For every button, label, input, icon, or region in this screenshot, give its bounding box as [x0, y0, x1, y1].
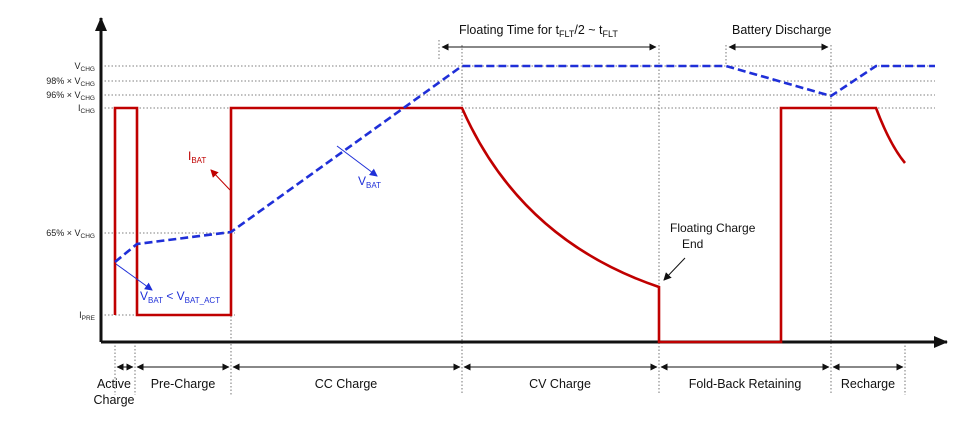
phase-label-recharge: Recharge	[841, 377, 895, 391]
y-label-65pct: 65% × VCHG	[46, 228, 95, 240]
vbat-pointer	[336, 145, 378, 177]
y-label-96pct: 96% × VCHG	[46, 90, 95, 102]
phase-label-foldback: Fold-Back Retaining	[689, 377, 802, 391]
phase-label-cv: CV Charge	[529, 377, 591, 391]
phase-label-active: Active	[97, 377, 131, 391]
floating-time-label: Floating Time for tFLT/2 ~ tFLT	[459, 23, 618, 39]
floating-charge-end-pointer	[663, 257, 686, 281]
floating-charge-end-label-2: End	[682, 237, 703, 251]
ibat-pointer	[210, 169, 231, 191]
phase-label-pre: Pre-Charge	[151, 377, 216, 391]
reference-lines	[101, 65, 935, 316]
vbat-act-label: VBAT < VBAT_ACT	[140, 289, 220, 305]
battery-discharge-label: Battery Discharge	[732, 23, 831, 37]
phase-label-active-2: Charge	[94, 393, 135, 407]
y-label-vchg: VCHG	[75, 61, 95, 73]
vbat-label: VBAT	[358, 174, 381, 190]
y-label-ichg: ICHG	[78, 103, 95, 115]
y-label-98pct: 98% × VCHG	[46, 76, 95, 88]
vbat-act-pointer	[115, 263, 153, 291]
ibat-waveform	[113, 106, 906, 344]
phase-label-cc: CC Charge	[315, 377, 378, 391]
y-label-ipre: IPRE	[79, 310, 96, 322]
floating-charge-end-label: Floating Charge	[670, 221, 756, 235]
ibat-label: IBAT	[188, 149, 206, 165]
